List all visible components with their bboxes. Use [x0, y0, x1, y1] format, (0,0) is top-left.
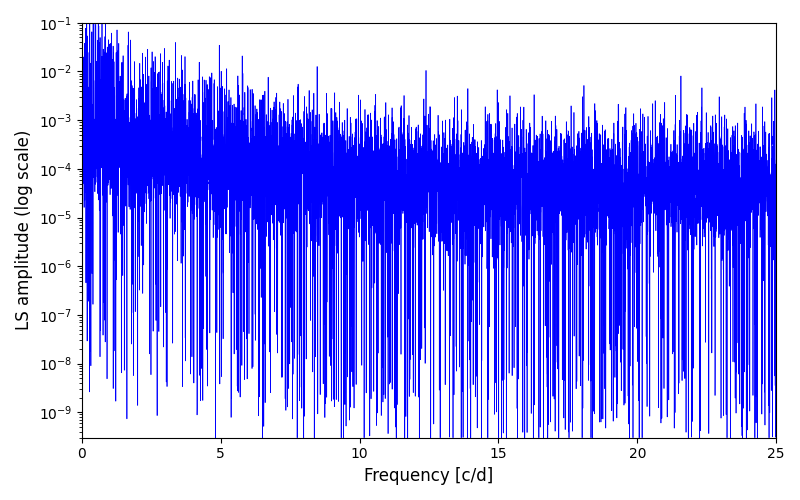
Y-axis label: LS amplitude (log scale): LS amplitude (log scale) — [15, 130, 33, 330]
X-axis label: Frequency [c/d]: Frequency [c/d] — [364, 467, 494, 485]
